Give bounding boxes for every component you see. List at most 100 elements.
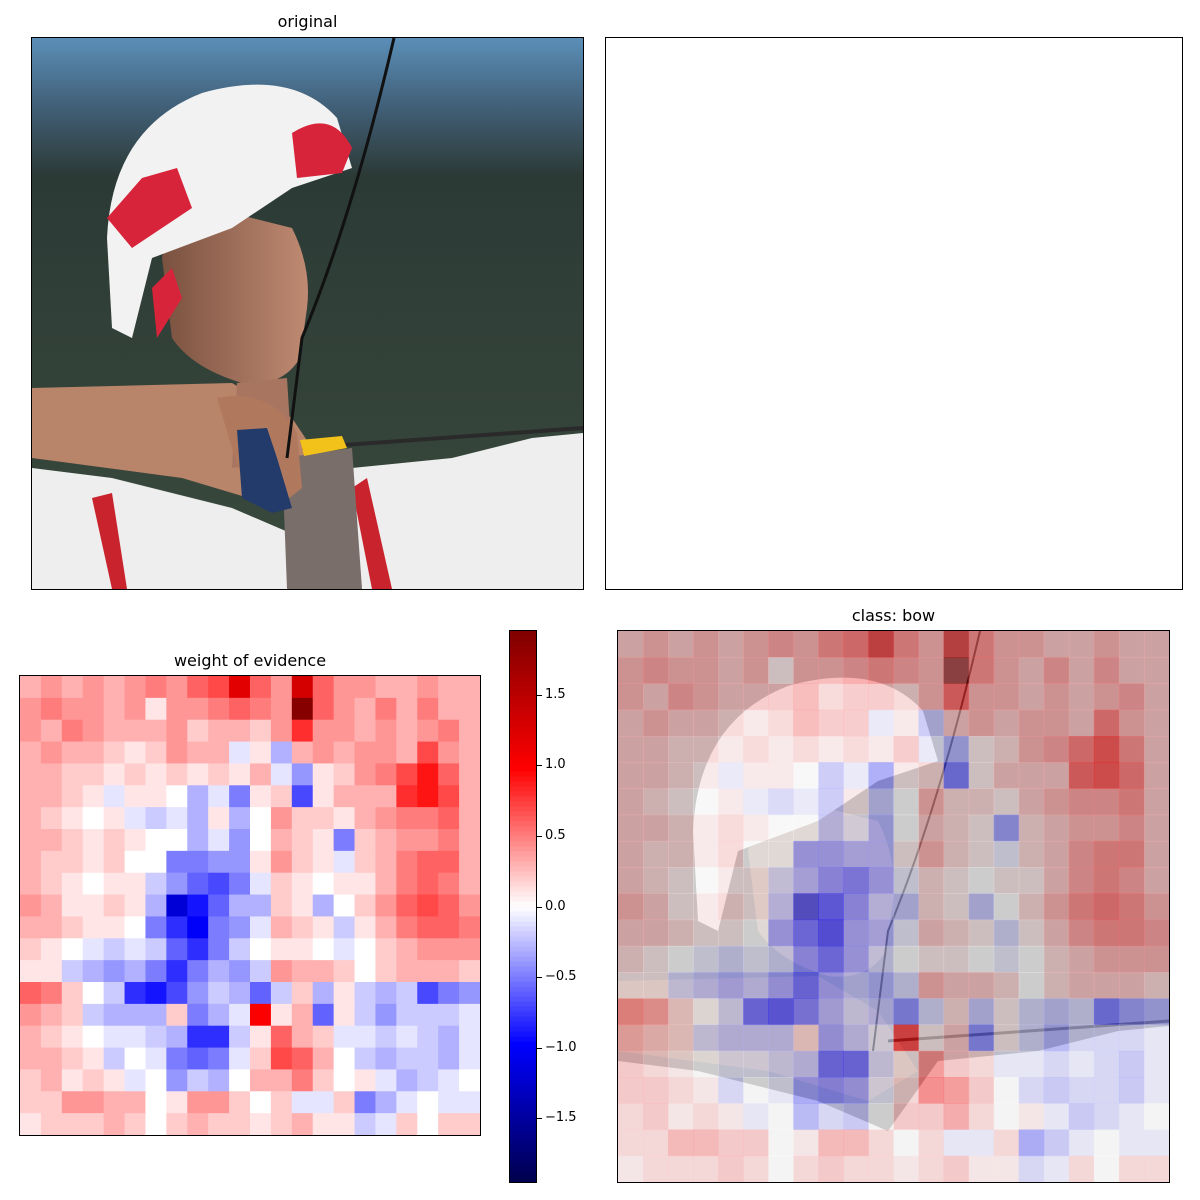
overlay-cell: [918, 657, 945, 684]
heatmap-cell: [145, 807, 167, 830]
heatmap-cell: [375, 960, 397, 983]
overlay-cell: [1118, 1129, 1145, 1157]
overlay-cell: [943, 683, 970, 711]
overlay-cell: [693, 1077, 719, 1104]
overlay-cell: [643, 657, 669, 684]
heatmap-cell: [459, 872, 480, 896]
overlay-cell: [693, 683, 719, 711]
overlay-cell: [993, 998, 1020, 1026]
overlay-cell: [843, 1129, 869, 1157]
heatmap-cell: [250, 829, 272, 852]
heatmap-cell: [354, 872, 376, 896]
heatmap-cell: [333, 785, 356, 808]
heatmap-cell: [166, 872, 188, 896]
heatmap-cell: [375, 872, 397, 896]
overlay-cell: [893, 657, 920, 684]
heatmap-cell: [124, 719, 146, 743]
original-title: original: [277, 12, 338, 31]
overlay-cell: [918, 972, 945, 999]
overlay-cell: [868, 1024, 894, 1052]
heatmap-cell: [459, 850, 480, 874]
heatmap-cell: [61, 872, 84, 896]
overlay-cell: [1143, 683, 1169, 711]
overlay-cell: [818, 919, 844, 947]
overlay-cell: [1143, 919, 1169, 947]
heatmap-cell: [333, 872, 356, 896]
overlay-cell: [968, 735, 995, 763]
heatmap-cell: [145, 894, 167, 917]
overlay-cell: [743, 998, 769, 1026]
overlay-cell: [968, 945, 995, 973]
heatmap-cell: [145, 741, 167, 764]
overlay-cell: [1118, 972, 1145, 999]
overlay-cell: [893, 998, 920, 1026]
overlay-cell: [1018, 972, 1045, 999]
overlay-cell: [893, 893, 920, 921]
overlay-cell: [1043, 1024, 1070, 1052]
heatmap-cell: [312, 741, 335, 764]
overlay-cell: [618, 709, 644, 737]
overlay-cell: [893, 1077, 920, 1104]
heatmap-cell: [229, 982, 251, 1005]
heatmap-cell: [124, 785, 146, 808]
overlay-cell: [893, 735, 920, 763]
heatmap-cell: [40, 763, 63, 786]
heatmap-cell: [229, 1003, 251, 1027]
overlay-cell: [1093, 919, 1120, 947]
heatmap-cell: [103, 719, 126, 743]
heatmap-cell: [229, 916, 251, 939]
heatmap-cell: [187, 850, 209, 874]
heatmap-cell: [20, 676, 42, 699]
heatmap-cell: [208, 829, 230, 852]
overlay-cell: [1093, 814, 1120, 842]
overlay-cell: [1043, 867, 1070, 894]
heatmap-cell: [208, 894, 230, 917]
overlay-cell: [968, 867, 995, 894]
overlay-cell: [893, 867, 920, 894]
heatmap-cell: [417, 916, 439, 939]
overlay-cell: [868, 709, 894, 737]
heatmap-cell: [396, 741, 418, 764]
heatmap-cell: [459, 916, 480, 939]
overlay-cell: [1018, 1077, 1045, 1104]
heatmap-cell: [375, 894, 397, 917]
heatmap-cell: [187, 1047, 209, 1070]
overlay-cell: [893, 919, 920, 947]
heatmap-cell: [438, 1113, 460, 1135]
overlay-cell: [718, 657, 744, 684]
colorbar-tick-mark: [537, 1118, 542, 1119]
overlay-cell: [743, 840, 769, 868]
overlay-cell: [693, 735, 719, 763]
overlay-cell: [1093, 631, 1120, 658]
heatmap-cell: [166, 1003, 188, 1027]
overlay-cell: [743, 893, 769, 921]
heatmap-cell: [187, 1069, 209, 1092]
overlay-cell: [668, 919, 694, 947]
heatmap-cell: [103, 1003, 126, 1027]
heatmap-cell: [333, 1113, 356, 1135]
overlay-cell: [893, 1103, 920, 1131]
overlay-cell: [743, 1077, 769, 1104]
overlay-cell: [968, 1077, 995, 1104]
overlay-cell: [918, 1077, 945, 1104]
heatmap-cell: [208, 1069, 230, 1092]
heatmap-cell: [103, 807, 126, 830]
heatmap-cell: [187, 1003, 209, 1027]
overlay-cell: [768, 657, 794, 684]
overlay-cell: [1068, 657, 1095, 684]
overlay-cell: [943, 867, 970, 894]
heatmap-cell: [291, 1025, 314, 1049]
heatmap-cell: [270, 676, 293, 699]
overlay-cell: [818, 657, 844, 684]
heatmap-cell: [103, 829, 126, 852]
overlay-cell: [1043, 709, 1070, 737]
heatmap-cell: [396, 850, 418, 874]
overlay-cell: [843, 657, 869, 684]
overlay-cell: [668, 1103, 694, 1131]
overlay-cell: [943, 840, 970, 868]
heatmap-cell: [20, 1003, 42, 1027]
overlay-cell: [993, 1050, 1020, 1078]
overlay-cell: [1068, 840, 1095, 868]
heatmap-cell: [40, 1047, 63, 1070]
overlay-cell: [618, 1050, 644, 1078]
